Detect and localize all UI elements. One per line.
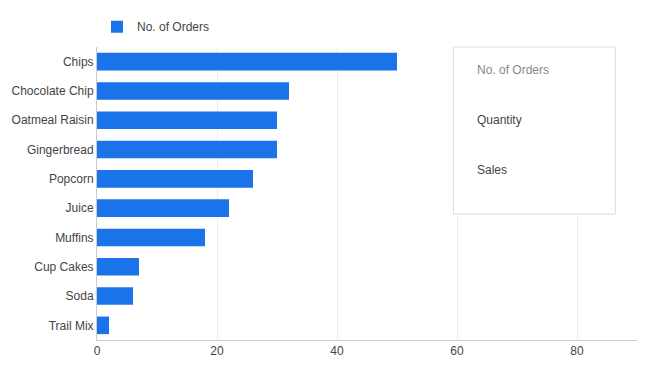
svg-text:80: 80 (570, 344, 584, 358)
svg-text:Sales: Sales (477, 163, 507, 177)
svg-text:Juice: Juice (66, 201, 94, 215)
svg-text:Chocolate Chip: Chocolate Chip (12, 84, 94, 98)
svg-text:40: 40 (330, 344, 344, 358)
svg-text:20: 20 (210, 344, 224, 358)
svg-text:Cup Cakes: Cup Cakes (34, 260, 93, 274)
svg-text:Trail Mix: Trail Mix (49, 319, 94, 333)
svg-text:Quantity: Quantity (477, 113, 522, 127)
svg-text:0: 0 (94, 344, 101, 358)
svg-text:Gingerbread: Gingerbread (27, 143, 94, 157)
svg-text:Oatmeal Raisin: Oatmeal Raisin (12, 113, 94, 127)
svg-text:No. of Orders: No. of Orders (137, 20, 209, 34)
svg-text:No. of Orders: No. of Orders (477, 63, 549, 77)
svg-text:Popcorn: Popcorn (49, 172, 94, 186)
svg-text:Soda: Soda (66, 289, 94, 303)
svg-text:Chips: Chips (63, 55, 94, 69)
svg-text:60: 60 (450, 344, 464, 358)
svg-text:Muffins: Muffins (55, 231, 93, 245)
